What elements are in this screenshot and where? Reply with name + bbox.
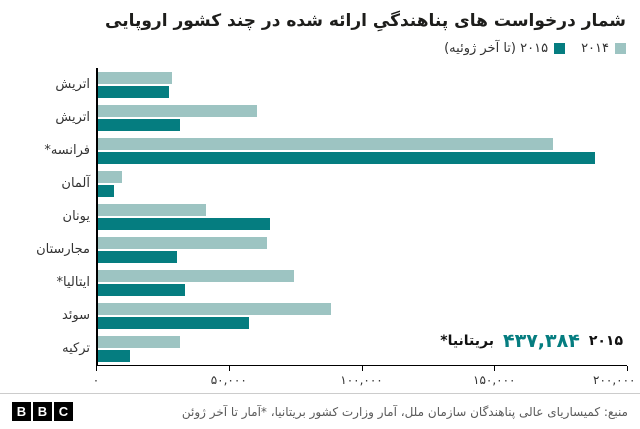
bar-2015 [98, 151, 596, 164]
bar-2014 [98, 269, 294, 282]
bar-group [96, 101, 627, 134]
bar-2015 [98, 283, 186, 296]
bbc-logo-letter: B [12, 402, 31, 421]
chart-legend: ۲۰۱۴ ۲۰۱۵ (تا آخر ژوئیه) [444, 41, 626, 56]
chart-row: اتریش [14, 101, 627, 134]
bar-chart: اتریش اتریش فرانسه* آلمان یونان مجارستان ایتال… [14, 68, 636, 392]
x-tick-mark [361, 366, 363, 371]
x-tick-label: ۵۰,۰۰۰ [210, 373, 247, 387]
bar-2015 [98, 250, 178, 263]
chart-row: آلمان [14, 167, 627, 200]
x-tick-mark [228, 366, 230, 371]
category-label: مجارستان [36, 242, 90, 257]
uk-annotation-year: ۲۰۱۵ [588, 333, 623, 349]
x-tick-label: ۱۰۰,۰۰۰ [340, 373, 383, 387]
category-label: اتریش [55, 110, 90, 125]
legend-swatch-2015 [554, 43, 566, 54]
x-axis: ۰ ۵۰,۰۰۰ ۱۰۰,۰۰۰ ۱۵۰,۰۰۰ ۲۰۰,۰۰۰ [92, 365, 636, 392]
bar-2014 [98, 236, 268, 249]
bbc-logo: B B C [12, 402, 73, 421]
uk-annotation-value: ۴۳۷,۳۸۴ [503, 330, 580, 352]
x-tick-mark [96, 366, 97, 371]
bar-group [96, 332, 627, 365]
category-label: اتریش [55, 77, 90, 92]
category-label: آلمان [61, 176, 90, 191]
chart-row: ایتالیا* [14, 266, 627, 299]
bar-2015 [98, 349, 130, 362]
bar-2015 [98, 118, 180, 131]
bar-group [96, 233, 627, 266]
bar-2014 [98, 104, 257, 117]
category-label: سوئد [61, 308, 90, 323]
bar-2015 [98, 184, 114, 197]
category-label: ایتالیا* [56, 275, 90, 290]
x-tick-label: ۲۰۰,۰۰۰ [593, 373, 636, 387]
bar-2014 [98, 170, 122, 183]
x-tick-mark [627, 366, 628, 371]
bbc-logo-letter: B [33, 402, 52, 421]
plot-rows: اتریش اتریش فرانسه* آلمان یونان مجارستان ایتال… [14, 68, 627, 365]
uk-annotation-country: بریتانیا* [440, 333, 494, 349]
chart-row: مجارستان [14, 233, 627, 266]
bar-group [96, 134, 627, 167]
bar-2015 [98, 217, 270, 230]
legend-item-2014: ۲۰۱۴ [581, 41, 626, 56]
bar-2014 [98, 71, 173, 84]
bar-group [96, 266, 627, 299]
category-label: ترکیه [62, 341, 90, 356]
chart-row: اتریش [14, 68, 627, 101]
x-tick-mark [494, 366, 496, 371]
bar-2015 [98, 316, 249, 329]
bar-2014 [98, 335, 180, 348]
category-label: یونان [62, 209, 90, 224]
bar-2014 [98, 137, 553, 150]
chart-row: فرانسه* [14, 134, 627, 167]
legend-swatch-2014 [615, 43, 626, 54]
x-tick-label: ۰ [92, 373, 100, 387]
bar-group [96, 299, 627, 332]
bar-group [96, 167, 627, 200]
source-text: منبع: کمیساریای عالی پناهندگان سازمان مل… [181, 404, 628, 419]
footer: B B C منبع: کمیساریای عالی پناهندگان ساز… [0, 393, 640, 429]
chart-row: سوئد [14, 299, 627, 332]
bar-2015 [98, 85, 170, 98]
category-label: فرانسه* [44, 143, 90, 158]
chart-row: ترکیه [14, 332, 627, 365]
legend-item-2015: ۲۰۱۵ (تا آخر ژوئیه) [444, 41, 566, 56]
legend-label-2015: ۲۰۱۵ (تا آخر ژوئیه) [444, 41, 549, 56]
bar-2014 [98, 302, 331, 315]
bar-group [96, 68, 627, 101]
x-tick-label: ۱۵۰,۰۰۰ [473, 373, 516, 387]
bar-2014 [98, 203, 207, 216]
bar-group [96, 200, 627, 233]
uk-annotation: بریتانیا* ۴۳۷,۳۸۴ ۲۰۱۵ [440, 330, 623, 352]
chart-row: یونان [14, 200, 627, 233]
legend-label-2014: ۲۰۱۴ [581, 41, 609, 56]
bbc-logo-letter: C [54, 402, 73, 421]
chart-title: شمار درخواست های پناهندگیِ ارائه شده در … [105, 11, 626, 31]
